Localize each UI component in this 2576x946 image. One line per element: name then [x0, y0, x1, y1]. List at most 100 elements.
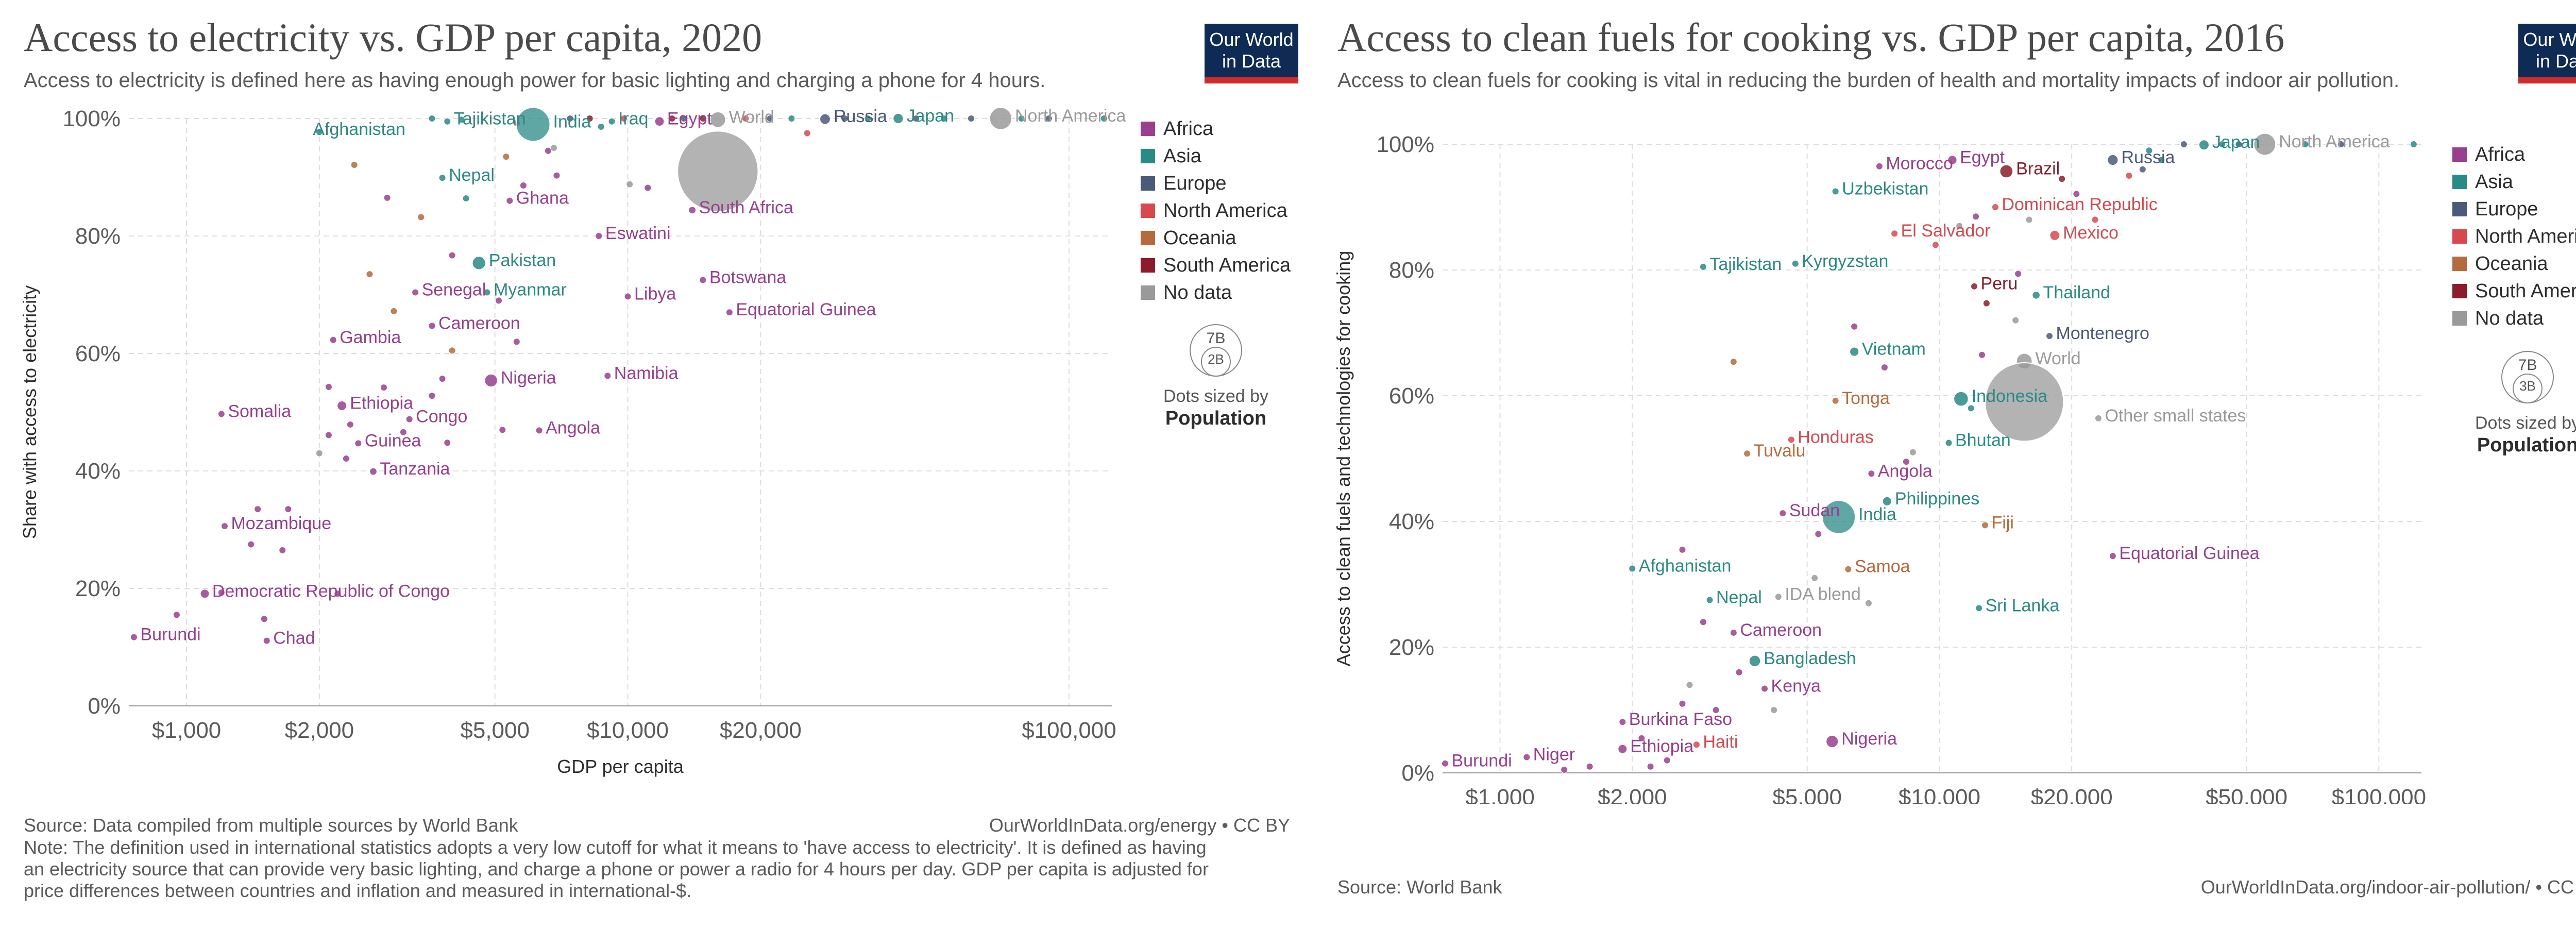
size-legend-small-label: 3B	[2519, 378, 2536, 394]
x-tick-label: $5,000	[1772, 785, 1842, 804]
x-tick-label: $10,000	[1899, 785, 1980, 804]
point-label-peru: Peru	[1980, 274, 2018, 294]
point-label-democratic-republic-of-congo: Democratic Republic of Congo	[212, 581, 450, 601]
logo-line-1: Our World	[2523, 29, 2576, 50]
point-label-world: World	[729, 107, 774, 127]
data-point	[544, 147, 552, 155]
data-point	[1825, 734, 1839, 749]
data-point	[535, 427, 543, 434]
clean-fuels-chart-panel: Access to clean fuels for cooking vs. GD…	[1314, 0, 2576, 946]
legend-label: South America	[1163, 255, 1291, 276]
data-point	[595, 232, 603, 240]
data-point	[2410, 141, 2417, 148]
data-point	[173, 611, 180, 619]
data-point	[1972, 213, 1980, 221]
x-tick-label: $2,000	[285, 718, 354, 743]
point-label-dominican-republic: Dominican Republic	[2002, 195, 2157, 214]
y-tick-label: 80%	[1389, 258, 1434, 283]
legend-label: Asia	[1163, 145, 1202, 167]
point-label-india: India	[553, 112, 591, 131]
data-point	[1679, 700, 1686, 707]
data-point	[1647, 763, 1654, 770]
point-label-nepal: Nepal	[449, 165, 495, 185]
owid-logo[interactable]: Our World in Data	[2518, 24, 2576, 83]
data-point	[2158, 156, 2165, 164]
data-point	[2235, 141, 2243, 148]
size-legend-variable: Population	[1165, 408, 1266, 429]
source-text: Source: Data compiled from multiple sour…	[24, 815, 518, 836]
data-point	[1730, 629, 1737, 636]
data-point	[254, 505, 262, 513]
x-axis-label: GDP per capita	[557, 756, 684, 777]
data-point	[217, 588, 225, 596]
point-label-afghanistan: Afghanistan	[1639, 556, 1732, 576]
x-tick-label: $10,000	[587, 718, 669, 743]
legend-label: Europe	[2475, 198, 2538, 220]
data-point	[742, 115, 750, 122]
point-label-namibia: Namibia	[614, 363, 679, 383]
data-point	[1735, 668, 1743, 676]
size-legend-small-label: 2B	[1208, 351, 1224, 367]
point-label-gambia: Gambia	[340, 328, 401, 347]
data-point	[200, 589, 210, 599]
point-label-cameroon: Cameroon	[1740, 620, 1822, 640]
data-point	[428, 392, 436, 400]
clean-fuels-scatter-plot[interactable]: 0% 20% 40% 60% 80% 100% $1,000 $2,000 $5,000 $10,…	[1314, 0, 2576, 804]
source-text: Source: World Bank	[1337, 876, 1502, 898]
owid-logo[interactable]: Our World in Data	[1205, 24, 1298, 83]
point-label-tajikistan: Tajikistan	[1709, 255, 1782, 274]
data-point	[217, 410, 225, 418]
data-point	[1779, 510, 1787, 517]
point-label-equatorial-guinea: Equatorial Guinea	[2119, 544, 2259, 563]
data-point	[2107, 154, 2119, 166]
data-point	[369, 467, 377, 476]
data-point	[1891, 230, 1899, 238]
logo-line-1: Our World	[1209, 29, 1294, 50]
point-label-thailand: Thailand	[2043, 283, 2110, 302]
data-point	[1880, 364, 1888, 371]
logo-line-2: in Data	[1222, 50, 1281, 72]
point-label-chad: Chad	[273, 628, 315, 648]
data-point	[483, 289, 491, 296]
x-tick-label: $1,000	[1465, 785, 1535, 804]
data-point	[506, 197, 514, 205]
y-tick-label: 80%	[75, 224, 121, 249]
source-link[interactable]: OurWorldInData.org/indoor-air-pollution/…	[2200, 876, 2576, 898]
point-label-vietnam: Vietnam	[1862, 340, 1926, 359]
data-point	[819, 113, 831, 125]
data-point	[989, 107, 1013, 130]
data-point	[940, 115, 947, 122]
data-point	[864, 115, 872, 122]
electricity-scatter-plot[interactable]: 0% 20% 40% 60% 80% 100% $1,000 $2,000 $5,000 $10,…	[0, 0, 1314, 804]
y-tick-label: 0%	[1401, 761, 1434, 786]
point-label-brazil: Brazil	[2016, 159, 2060, 178]
data-point	[502, 153, 510, 161]
point-label-tajikistan: Tajikistan	[454, 109, 526, 129]
legend-item-no-data: No data	[1141, 282, 1232, 303]
legend-item-asia: Asia	[2452, 171, 2514, 193]
data-point	[1679, 546, 1686, 553]
point-label-senegal: Senegal	[422, 280, 486, 299]
data-point	[1970, 282, 1978, 290]
source-link[interactable]: OurWorldInData.org/energy • CC BY	[989, 815, 1290, 836]
point-label-burundi: Burundi	[1451, 751, 1512, 771]
data-point	[1586, 763, 1594, 770]
point-label-niger: Niger	[1533, 745, 1575, 765]
legend-item-oceania: Oceania	[1141, 227, 1236, 249]
x-tick-label: $50,000	[2206, 785, 2287, 804]
data-point	[1638, 734, 1646, 742]
data-point	[428, 322, 436, 330]
data-point	[2145, 147, 2153, 155]
data-point	[462, 195, 470, 202]
chart-title: Access to clean fuels for cooking vs. GD…	[1337, 15, 2285, 60]
data-point	[654, 116, 665, 127]
legend-swatch	[1141, 231, 1155, 245]
data-point	[967, 115, 975, 122]
data-point	[284, 505, 292, 513]
point-label-afghanistan: Afghanistan	[313, 120, 405, 139]
size-legend-big-label: 7B	[1207, 330, 1226, 347]
data-point	[1787, 436, 1795, 444]
size-legend-big-label: 7B	[2518, 357, 2537, 374]
data-point	[1947, 155, 1957, 165]
